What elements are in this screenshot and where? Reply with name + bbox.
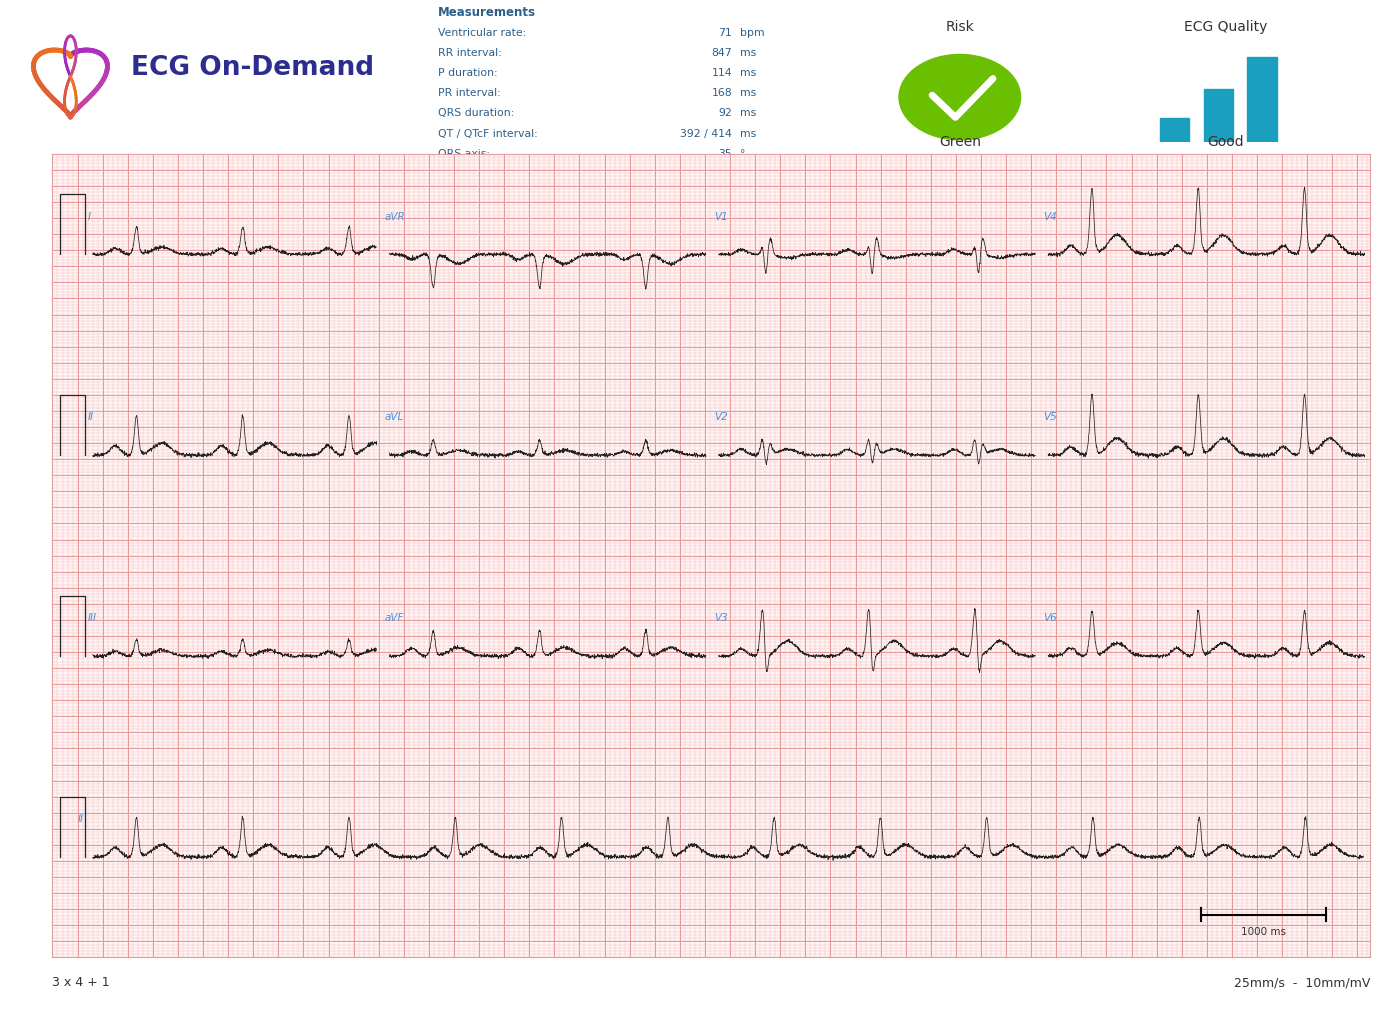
Text: Green: Green — [939, 134, 981, 149]
Text: ms: ms — [740, 88, 757, 98]
Text: 25mm/s  -  10mm/mV: 25mm/s - 10mm/mV — [1233, 975, 1370, 988]
Text: III: III — [87, 613, 97, 623]
Text: aVL: aVL — [384, 412, 403, 422]
Text: aVR: aVR — [384, 211, 405, 221]
Text: Good: Good — [1207, 134, 1244, 149]
Text: 71: 71 — [718, 28, 732, 37]
Text: Measurements: Measurements — [438, 6, 536, 19]
Text: V1: V1 — [714, 211, 728, 221]
Text: 92: 92 — [718, 108, 732, 118]
Text: QRS duration:: QRS duration: — [438, 108, 514, 118]
Text: aVF: aVF — [384, 613, 403, 623]
Text: V2: V2 — [714, 412, 728, 422]
Text: P duration:: P duration: — [438, 68, 497, 78]
Text: Ventricular rate:: Ventricular rate: — [438, 28, 526, 37]
Text: RR interval:: RR interval: — [438, 48, 501, 58]
Text: 168: 168 — [711, 88, 732, 98]
Text: II: II — [87, 412, 94, 422]
Ellipse shape — [899, 56, 1021, 141]
Text: QRS axis:: QRS axis: — [438, 149, 490, 159]
Bar — [1204, 90, 1233, 143]
Text: 3 x 4 + 1: 3 x 4 + 1 — [52, 975, 110, 988]
Text: ms: ms — [740, 108, 757, 118]
Text: 392 / 414: 392 / 414 — [679, 128, 732, 139]
Bar — [1160, 119, 1189, 143]
Text: 847: 847 — [711, 48, 732, 58]
Text: ms: ms — [740, 128, 757, 139]
Text: V5: V5 — [1043, 412, 1056, 422]
Text: ms: ms — [740, 68, 757, 78]
Text: ms: ms — [740, 48, 757, 58]
Text: 35: 35 — [718, 149, 732, 159]
Text: °: ° — [740, 149, 746, 159]
Text: II: II — [77, 814, 84, 823]
Text: 114: 114 — [711, 68, 732, 78]
Text: PR interval:: PR interval: — [438, 88, 500, 98]
Text: V3: V3 — [714, 613, 728, 623]
Text: ECG Quality: ECG Quality — [1184, 20, 1268, 34]
Text: 1000 ms: 1000 ms — [1240, 926, 1286, 936]
Text: ECG On-Demand: ECG On-Demand — [131, 55, 374, 81]
Text: bpm: bpm — [740, 28, 765, 37]
Text: I: I — [87, 211, 91, 221]
Text: Risk: Risk — [946, 20, 974, 34]
Bar — [1247, 58, 1276, 143]
Text: QT / QTcF interval:: QT / QTcF interval: — [438, 128, 537, 139]
Text: V4: V4 — [1043, 211, 1056, 221]
Text: V6: V6 — [1043, 613, 1056, 623]
